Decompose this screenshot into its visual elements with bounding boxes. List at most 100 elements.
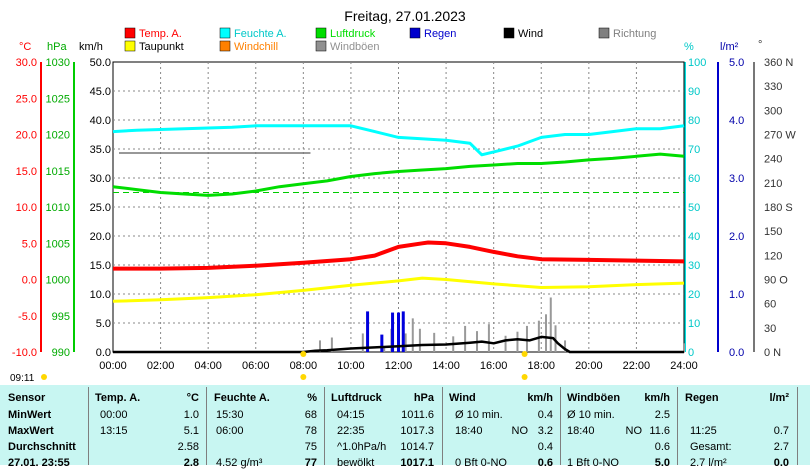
- weather-chart: Freitag, 27.01.2023 Temp. A. Feuchte A. Lu…: [10, 8, 796, 384]
- sun-marker: [41, 374, 47, 380]
- axis-tick-label: 360 N: [764, 57, 793, 69]
- axis-tick-label: 10.0: [90, 289, 111, 301]
- series-bar: [391, 312, 395, 352]
- axis-tick-label: 180 S: [764, 202, 793, 214]
- axis-tick-label: 4.0: [729, 115, 744, 127]
- sun-marker: [521, 374, 528, 380]
- series-line: [112, 124, 685, 157]
- legend-swatch: [219, 27, 231, 39]
- series-bar: [397, 312, 400, 352]
- axis-tick-label: 30.0: [16, 57, 37, 69]
- axis-tick-label: 30: [688, 260, 700, 272]
- axis-tick-label: 70: [688, 144, 700, 156]
- gusts-direction: NO: [625, 425, 643, 437]
- humidity-time: 4.52 g/m³: [216, 457, 263, 469]
- x-tick-label: 00:00: [99, 360, 127, 372]
- axis-tick-label: 120: [764, 250, 782, 262]
- axis-unit: hPa: [47, 41, 67, 53]
- humidity-time: 15:30: [216, 409, 244, 421]
- legend-swatch: [219, 40, 231, 52]
- axis-unit: km/h: [79, 41, 103, 53]
- axis-tick-label: 20: [688, 289, 700, 301]
- legend-label: Feuchte A.: [234, 28, 287, 40]
- axis-tick-label: 1020: [46, 130, 70, 142]
- humidity-value: 68: [304, 409, 317, 421]
- gusts-time: Ø 10 min.: [567, 409, 615, 421]
- pressure-value: 1017.1: [400, 457, 434, 469]
- series-bar: [549, 297, 552, 352]
- axis-tick-label: 300: [764, 105, 782, 117]
- rain-label: 2.7 l/m²: [690, 457, 727, 469]
- x-tick-label: 22:00: [623, 360, 651, 372]
- legend-swatch: [409, 27, 421, 39]
- axis-tick-label: 50: [688, 202, 700, 214]
- legend-label: Windchill: [234, 41, 278, 53]
- axis-tick-label: 210: [764, 178, 782, 190]
- axis-tick-label: 0.0: [22, 275, 37, 287]
- legend-label: Regen: [424, 28, 456, 40]
- series-bar: [380, 334, 384, 352]
- axis-unit: l/m²: [720, 41, 739, 53]
- temp-time: 00:00: [100, 409, 128, 421]
- axis-tick-label: 100: [688, 57, 706, 69]
- series-bar: [564, 340, 567, 352]
- legend-swatch: [124, 27, 136, 39]
- series-bar: [554, 325, 557, 352]
- header-temp: Temp. A.: [95, 392, 141, 404]
- temp-value: 2.58: [177, 441, 199, 453]
- humidity-value: 77: [304, 457, 317, 469]
- rain-value: 0.0: [773, 457, 789, 469]
- axis-tick-label: 3.0: [729, 173, 744, 185]
- wind-time: Ø 10 min.: [455, 409, 503, 421]
- row-label: MinWert: [8, 409, 52, 421]
- humidity-value: 75: [304, 441, 317, 453]
- gusts-time: 18:40: [567, 425, 595, 437]
- legend-label: Richtung: [613, 28, 656, 40]
- x-tick-label: 12:00: [385, 360, 413, 372]
- axis-tick-label: 50.0: [90, 57, 111, 69]
- axis-tick-label: 60: [688, 173, 700, 185]
- x-tick-label: 02:00: [147, 360, 175, 372]
- legend-swatch: [503, 27, 515, 39]
- legend-swatch: [124, 40, 136, 52]
- axis-tick-label: 5.0: [729, 57, 744, 69]
- gusts-time: 1 Bft 0-NO: [567, 457, 619, 469]
- row-label: 27.01. 23:55: [8, 457, 70, 469]
- series-line: [112, 152, 685, 197]
- temp-value: 1.0: [183, 409, 199, 421]
- axis-unit: °: [758, 39, 762, 51]
- wind-time: 0 Bft 0-NO: [455, 457, 507, 469]
- header-sensor: Sensor: [8, 392, 46, 404]
- legend-label: Windböen: [330, 41, 380, 53]
- x-tick-label: 20:00: [575, 360, 603, 372]
- header-humidity: Feuchte A.: [214, 392, 270, 404]
- series-bar: [464, 325, 467, 352]
- chart-plot-area: [41, 124, 685, 380]
- series-bar: [366, 311, 370, 352]
- chart-title: Freitag, 27.01.2023: [344, 8, 466, 24]
- series-bar: [330, 337, 333, 352]
- rain-label: 11:25: [690, 425, 717, 437]
- header-gusts-unit: km/h: [644, 392, 670, 404]
- axis-tick-label: 1010: [46, 202, 70, 214]
- axis-tick-label: 995: [52, 311, 70, 323]
- chart-axes: 30.025.020.015.010.05.00.0-5.0-10.010301…: [12, 39, 796, 372]
- pressure-time: ^1.0hPa/h: [337, 441, 387, 453]
- series-bar: [361, 333, 364, 352]
- series-bar: [404, 333, 407, 352]
- rain-value: 2.7: [773, 441, 789, 453]
- x-tick-label: 04:00: [194, 360, 222, 372]
- sun-marker: [300, 351, 307, 357]
- axis-tick-label: -5.0: [18, 311, 37, 323]
- pressure-value: 1011.6: [401, 409, 434, 421]
- legend-swatch: [598, 27, 610, 39]
- row-label: Durchschnitt: [8, 441, 76, 453]
- axis-tick-label: 0: [688, 347, 694, 359]
- axis-tick-label: 5.0: [96, 318, 111, 330]
- series-bar: [318, 340, 321, 352]
- header-temp-unit: °C: [186, 392, 199, 404]
- header-gusts: Windböen: [567, 392, 621, 404]
- gusts-value: 2.5: [654, 409, 670, 421]
- series-bar: [545, 314, 548, 352]
- axis-tick-label: 30: [764, 323, 776, 335]
